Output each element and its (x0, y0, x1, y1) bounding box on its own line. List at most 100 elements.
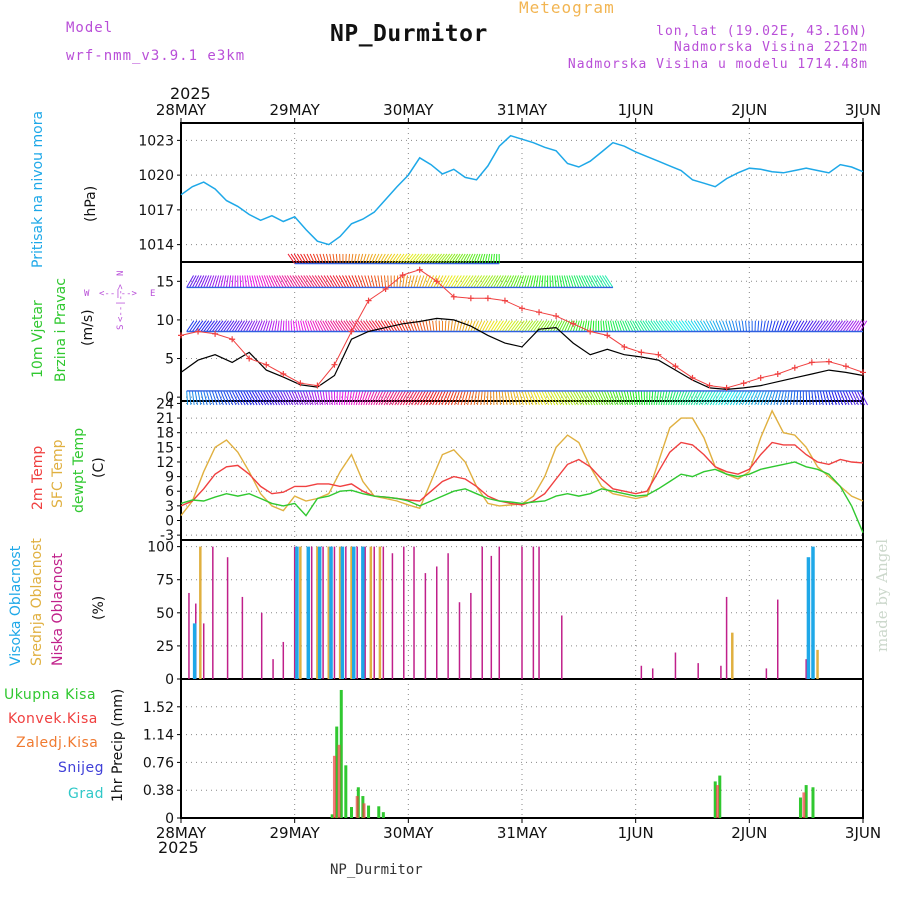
wind-barb (805, 320, 814, 332)
wind-barb (248, 390, 258, 406)
wind-barb (583, 275, 591, 288)
wind-barb (402, 275, 405, 288)
wind-barb (186, 275, 194, 288)
wind-gust-marker (706, 382, 713, 389)
wind-barb (480, 390, 483, 406)
wind-barb (495, 390, 498, 405)
y-tick-label: 24 (156, 396, 174, 412)
wind-barb (280, 390, 289, 406)
wind-barb (319, 253, 324, 264)
wind-barb (834, 320, 843, 332)
wind-barb (501, 390, 505, 406)
wind-barb (601, 390, 609, 406)
wind-barb (405, 253, 414, 264)
wind-barb (732, 390, 742, 406)
y-tick-label: 1.52 (143, 700, 174, 716)
wind-barb (303, 253, 310, 264)
wind-gust-marker (757, 374, 764, 381)
wind-barb (277, 320, 280, 332)
y-tick-label: 6 (165, 484, 174, 500)
x-date-label-bottom: 29MAY (270, 824, 321, 842)
wind-barb (568, 275, 574, 288)
wind-barb (768, 320, 773, 332)
wind-barb (653, 320, 662, 332)
wind-barb (650, 320, 659, 332)
wind-barb (348, 275, 355, 288)
wind-barb (581, 320, 585, 332)
wind-barb (456, 275, 465, 288)
wind-barb (214, 320, 224, 332)
y-tick-label: 75 (156, 573, 174, 589)
wind-barb (316, 253, 321, 264)
wind-barb (461, 275, 471, 288)
wind-barb (231, 275, 234, 288)
wind-barb (377, 275, 381, 288)
wind-barb (484, 253, 488, 264)
wind-barb (744, 390, 753, 406)
wind-barb (223, 275, 227, 288)
wind-barb (200, 320, 210, 332)
wind-barb (189, 390, 192, 406)
wind-barb (317, 275, 327, 288)
wind-barb (426, 390, 435, 406)
wind-barb (425, 320, 429, 332)
wind-barb (453, 253, 461, 264)
wind-barb (510, 320, 519, 332)
wind-barb (335, 320, 344, 332)
low-cloud-bar (424, 573, 427, 679)
wind-barb (538, 275, 541, 288)
wind-barb (498, 390, 502, 406)
wind-gust-marker (484, 295, 491, 302)
wind-barb (410, 253, 420, 264)
wind-barb (406, 320, 412, 332)
wind-barb (191, 275, 200, 288)
wind-barb (603, 390, 611, 406)
wind-barb (470, 275, 480, 288)
mid-cloud-bar (338, 546, 342, 679)
conv-precip-bar (362, 803, 366, 818)
wind-barb (243, 320, 251, 332)
wind-barb (382, 253, 389, 264)
wind-barb (450, 253, 458, 264)
wind-barb (549, 320, 558, 332)
wind-gust-marker (519, 305, 525, 312)
total-precip-bar (713, 781, 717, 818)
wind-barb (239, 275, 242, 288)
low-cloud-bar (241, 596, 244, 679)
wind-barb (274, 390, 283, 406)
wind-barb (194, 275, 202, 288)
low-cloud-bar (272, 659, 274, 679)
wind-barb (535, 275, 539, 288)
wind-barb (444, 390, 452, 406)
wind-barb (774, 320, 779, 332)
wind-barb (559, 275, 563, 288)
low-cloud-bar (188, 592, 190, 679)
wind-barb (586, 390, 596, 406)
wind-barb (532, 390, 540, 406)
wind-gust-marker (467, 295, 474, 302)
meteogram-label: Meteogram (519, 0, 615, 17)
wind-barb (513, 320, 522, 332)
wind-barb (817, 390, 821, 406)
wind-barb (444, 253, 453, 264)
wind-gust-marker (536, 309, 543, 316)
wind-barb (399, 320, 406, 332)
wind-barb (586, 320, 590, 332)
wind-barb (667, 320, 676, 332)
wind-barb (274, 320, 278, 332)
wind-barb (626, 390, 631, 406)
total-precip-bar (804, 785, 808, 818)
low-cloud-bar (403, 546, 405, 679)
wind-barb (464, 275, 474, 288)
wind-barb (399, 390, 409, 406)
wind-barb (435, 320, 438, 332)
y-tick-label: 1014 (138, 238, 174, 254)
wind-barb (699, 320, 708, 332)
wind-barb (271, 390, 281, 406)
wind-barb (521, 320, 531, 332)
wind-barb (343, 320, 352, 332)
wind-barb (261, 275, 267, 288)
wind-barb (397, 390, 406, 406)
wind-barb (370, 275, 375, 288)
wind-barb (760, 390, 767, 406)
